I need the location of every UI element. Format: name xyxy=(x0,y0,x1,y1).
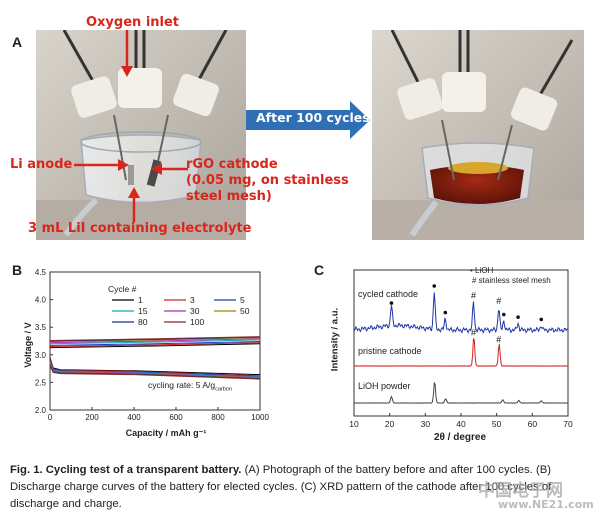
chart-c-xtick-label: 70 xyxy=(563,419,573,429)
steel-marker-pristine: # xyxy=(496,334,501,344)
chart-c-xtick-label: 60 xyxy=(528,419,538,429)
charge-curve-cycle-30 xyxy=(49,338,261,344)
steel-marker-pristine: # xyxy=(471,327,476,337)
rgo-cathode-label-1: rGO cathode xyxy=(186,157,278,172)
lioh-marker xyxy=(389,301,394,305)
electrolyte-label: 3 mL LiI containing electrolyte xyxy=(28,221,252,236)
chart-c-legend-hash: # stainless steel mesh xyxy=(472,276,551,285)
steel-marker: # xyxy=(471,291,476,301)
chart-b-xtick-label: 200 xyxy=(85,413,99,422)
battery-after-illustration xyxy=(372,30,584,240)
xrd-trace-0 xyxy=(353,292,569,334)
electrolyte-arrow xyxy=(128,187,140,222)
xrd-trace-2 xyxy=(353,382,569,404)
chart-b-annotation-sub: carbon xyxy=(215,386,232,393)
panel-a-letter: A xyxy=(12,34,23,50)
caption-label: Fig. 1. Cycling test of a transparent ba… xyxy=(10,464,242,476)
chart-b-legend-title: Cycle # xyxy=(108,284,137,294)
chart-b-xtick-label: 600 xyxy=(169,413,183,422)
chart-b-ytick-label: 3.0 xyxy=(35,351,47,360)
chart-c-xlabel: 2θ / degree xyxy=(433,432,487,443)
photo-before xyxy=(36,30,246,240)
legend-label-100: 100 xyxy=(190,317,204,327)
charge-curve-cycle-15 xyxy=(49,339,261,345)
chart-b-annotation-text: cycling rate: 5 A/g xyxy=(148,380,216,390)
watermark-url: www.NE21.com xyxy=(498,498,594,511)
discharge-curve-cycle-100 xyxy=(49,365,261,380)
lioh-marker xyxy=(539,317,544,322)
chart-b-xtick-label: 400 xyxy=(127,413,141,422)
rgo-cathode-label-2: (0.05 mg, on stainless xyxy=(186,173,349,188)
rgo-cathode-arrow xyxy=(151,163,188,175)
trace-label-cycled: cycled cathode xyxy=(358,289,419,299)
chart-b-ytick-label: 4.5 xyxy=(35,268,47,277)
chart-b-ytick-label: 4.0 xyxy=(35,296,47,305)
chart-c-xtick-label: 20 xyxy=(385,419,395,429)
caption-text: (A) Photograph of the battery before and… xyxy=(10,464,552,510)
chart-b-xtick-label: 1000 xyxy=(251,413,269,422)
chart-b-annotation: cycling rate: 5 A/gcarbon xyxy=(148,380,232,393)
lioh-marker xyxy=(502,312,506,317)
charge-curve-cycle-5 xyxy=(49,341,261,346)
trace-label-pristine: pristine cathode xyxy=(358,346,422,356)
legend-label-3: 3 xyxy=(190,295,195,305)
trace-label-lioh: LiOH powder xyxy=(358,381,411,391)
rgo-cathode-label-3: steel mesh) xyxy=(186,189,272,204)
chart-c-legend-dot: • LiOH xyxy=(470,266,494,275)
legend-label-5: 5 xyxy=(240,295,245,305)
oxygen-inlet-arrow xyxy=(121,30,133,77)
chart-b-xtick-label: 0 xyxy=(48,413,53,422)
legend-label-1: 1 xyxy=(138,295,143,305)
chart-c-xtick-label: 50 xyxy=(492,419,502,429)
chart-b-ytick-label: 2.0 xyxy=(35,406,47,415)
chart-c-xtick-label: 40 xyxy=(456,419,466,429)
charge-curve-cycle-1 xyxy=(49,343,261,349)
lioh-marker xyxy=(443,310,448,315)
after-cycles-label: After 100 cycles xyxy=(256,110,370,125)
xrd-trace-1 xyxy=(353,338,569,367)
steel-marker: # xyxy=(496,296,501,306)
panel-b-letter: B xyxy=(12,262,23,278)
legend-label-30: 30 xyxy=(190,306,200,316)
li-anode-label: Li anode xyxy=(10,157,73,172)
li-anode-arrow xyxy=(74,159,129,171)
legend-label-50: 50 xyxy=(240,306,250,316)
charge-curve-cycle-3 xyxy=(49,342,261,348)
chart-b-ytick-label: 2.5 xyxy=(35,378,47,387)
chart-c-xtick-label: 10 xyxy=(349,419,359,429)
chart-b-xtick-label: 800 xyxy=(211,413,225,422)
charge-curve-cycle-50 xyxy=(49,337,261,343)
watermark-cn: 中国电子网 xyxy=(478,481,563,501)
figure-caption: Fig. 1. Cycling test of a transparent ba… xyxy=(10,462,594,513)
oxygen-inlet-label: Oxygen inlet xyxy=(86,15,180,30)
chart-b-svg: 2.0 2.5 3.0 3.5 4.0 4.5 0 200 400 600 800 1000 1 3 5 15… xyxy=(35,268,270,422)
legend-label-15: 15 xyxy=(138,306,148,316)
after-cycles-arrow xyxy=(246,101,370,139)
chart-b-xlabel: Capacity / mAh g⁻¹ xyxy=(125,428,207,438)
battery-before-illustration xyxy=(36,30,246,240)
chart-c-xtick-label: 30 xyxy=(421,419,431,429)
charge-curve-cycle-100 xyxy=(49,336,261,341)
legend-label-80: 80 xyxy=(138,317,148,327)
chart-b-ytick-label: 3.5 xyxy=(35,323,47,332)
photo-after xyxy=(372,30,584,240)
lioh-marker xyxy=(432,284,437,288)
chart-c-svg: 10 20 30 40 50 60 70 # # # # xyxy=(349,269,573,429)
lioh-marker xyxy=(516,315,520,319)
panel-c-letter: C xyxy=(314,262,325,278)
charge-curve-cycle-80 xyxy=(49,336,261,342)
